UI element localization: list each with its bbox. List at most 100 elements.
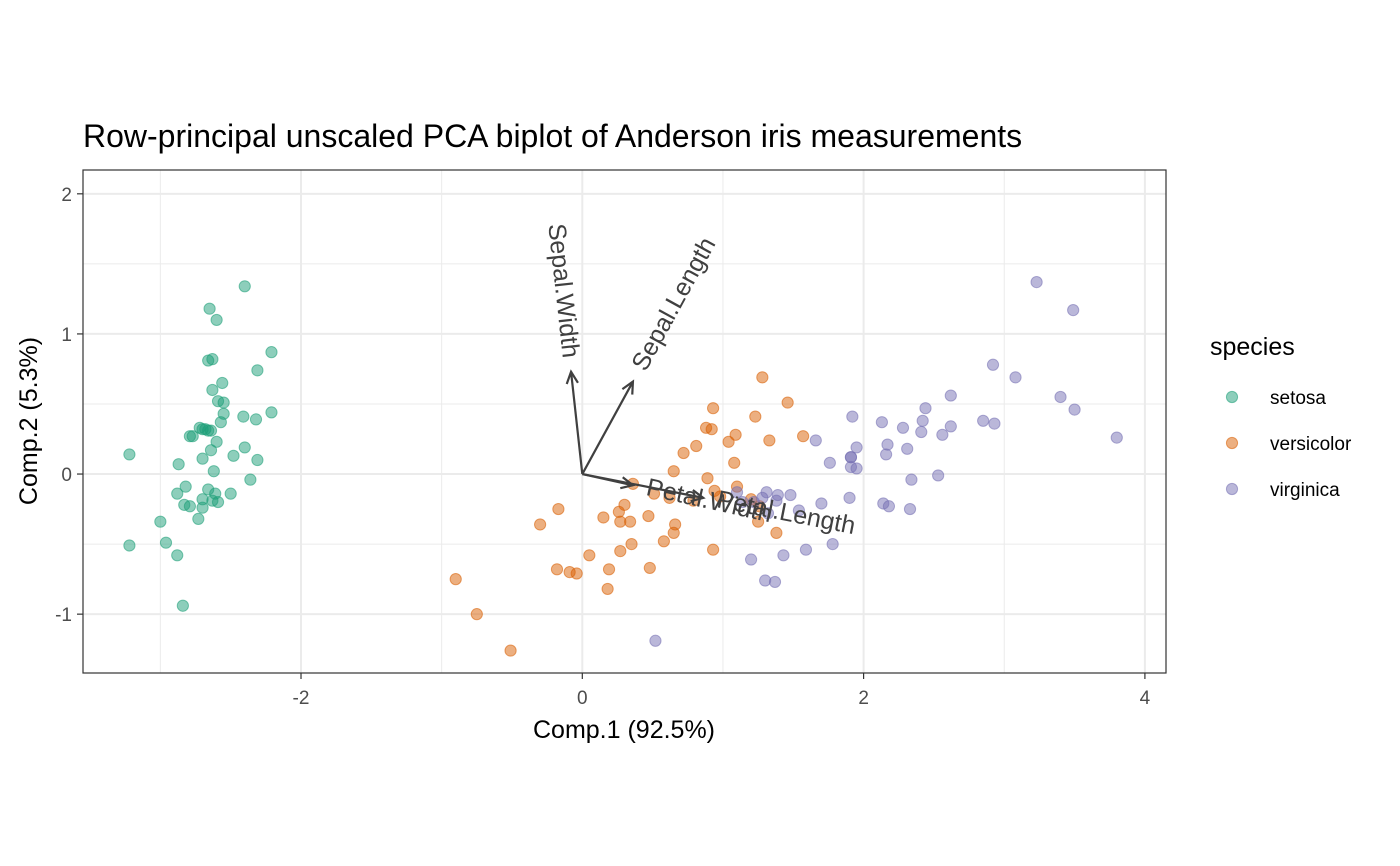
data-point-versicolor (705, 423, 718, 436)
data-point-virginica (768, 575, 782, 589)
legend-key-virginica (1225, 482, 1239, 496)
legend-label-versicolor: versicolor (1270, 434, 1352, 455)
data-point-versicolor (752, 515, 765, 528)
data-point-versicolor (602, 563, 616, 576)
data-point-setosa (196, 423, 209, 436)
vector-line (582, 472, 634, 487)
data-point-virginica (846, 410, 859, 423)
data-point-virginica (905, 473, 918, 486)
data-point-versicolor (728, 456, 741, 469)
y-tick-label: 1 (61, 325, 72, 346)
data-point-virginica (1067, 304, 1080, 317)
data-point-virginica (936, 428, 949, 441)
data-point-virginica (649, 634, 662, 647)
data-point-virginica (944, 389, 957, 402)
data-point-setosa (211, 495, 225, 509)
data-point-virginica (977, 414, 990, 427)
data-point-setosa (265, 346, 278, 359)
legend-label-setosa: setosa (1270, 388, 1326, 409)
data-point-versicolor (722, 435, 735, 448)
data-point-versicolor (667, 465, 680, 478)
plot-panel: Sepal.LengthSepal.WidthPetal.LengthPetal… (82, 169, 1167, 674)
data-point-versicolor (707, 402, 720, 415)
data-point-setosa (217, 396, 230, 409)
data-point-versicolor (583, 549, 596, 562)
data-point-virginica (777, 549, 790, 562)
y-axis: -1 0 1 2 (55, 185, 83, 626)
data-point-versicolor (667, 526, 680, 539)
panel-border (82, 169, 1167, 674)
data-point-virginica (809, 434, 822, 447)
data-point-setosa (203, 302, 216, 315)
data-point-virginica (1054, 390, 1067, 404)
data-point-setosa (123, 448, 136, 461)
data-point-virginica (903, 502, 917, 516)
data-point-setosa (171, 487, 184, 500)
data-point-versicolor (614, 515, 627, 528)
data-point-virginica (988, 417, 1001, 430)
x-tick-label: -2 (293, 688, 310, 709)
data-point-setosa (123, 539, 136, 552)
data-point-virginica (932, 469, 945, 482)
data-point-virginica (799, 543, 813, 556)
vector-arrowhead (621, 379, 635, 395)
data-point-versicolor (534, 518, 547, 531)
y-tick-label: 2 (61, 185, 72, 206)
point-layer (123, 275, 1123, 657)
legend-key-versicolor (1225, 436, 1239, 450)
data-point-setosa (227, 449, 240, 462)
data-point-virginica (784, 488, 797, 502)
x-tick-label: 2 (858, 688, 869, 709)
data-point-setosa (238, 280, 251, 293)
data-point-versicolor (614, 545, 627, 558)
data-point-virginica (919, 402, 932, 415)
data-point-versicolor (597, 511, 610, 524)
data-point-versicolor (570, 567, 583, 580)
data-point-versicolor (690, 439, 703, 453)
data-point-virginica (1068, 403, 1081, 416)
data-point-setosa (224, 487, 237, 500)
data-point-virginica (826, 537, 839, 551)
chart-title: Row-principal unscaled PCA biplot of And… (83, 118, 1022, 154)
y-tick-label: 0 (61, 465, 72, 486)
data-point-setosa (249, 413, 263, 426)
data-point-versicolor (677, 446, 690, 460)
data-point-virginica (875, 416, 888, 429)
data-point-versicolor (601, 582, 614, 596)
vector-arrowhead (620, 476, 636, 490)
data-point-setosa (238, 441, 251, 454)
data-point-virginica (882, 500, 896, 513)
data-point-virginica (880, 448, 893, 461)
data-point-versicolor (470, 608, 483, 621)
minor-grid (83, 170, 1166, 673)
data-point-versicolor (707, 543, 720, 556)
data-point-versicolor (552, 502, 565, 516)
x-axis: -2 0 2 4 (293, 673, 1151, 709)
legend: species setosa versicolor virginica (1210, 333, 1352, 501)
data-point-virginica (730, 486, 744, 499)
data-point-setosa (265, 406, 278, 419)
data-point-virginica (1030, 275, 1043, 289)
data-point-virginica (792, 504, 806, 517)
data-point-setosa (210, 435, 223, 448)
data-point-virginica (915, 425, 928, 439)
data-point-virginica (761, 507, 775, 520)
data-point-setosa (206, 383, 219, 397)
vector-line (569, 371, 584, 475)
data-point-versicolor (763, 434, 776, 447)
data-point-versicolor (797, 430, 810, 443)
legend-title: species (1210, 333, 1295, 361)
data-point-versicolor (756, 371, 769, 384)
data-point-setosa (159, 536, 173, 549)
data-point-virginica (1110, 431, 1123, 444)
data-point-versicolor (657, 535, 670, 548)
data-point-versicolor (625, 537, 638, 551)
vector-arrowhead (690, 489, 706, 503)
vector-arrowhead (565, 369, 579, 385)
legend-label-virginica: virginica (1270, 480, 1340, 501)
data-point-virginica (815, 497, 828, 510)
data-point-versicolor (749, 410, 762, 423)
data-point-versicolor (550, 563, 564, 576)
data-point-setosa (210, 313, 223, 327)
